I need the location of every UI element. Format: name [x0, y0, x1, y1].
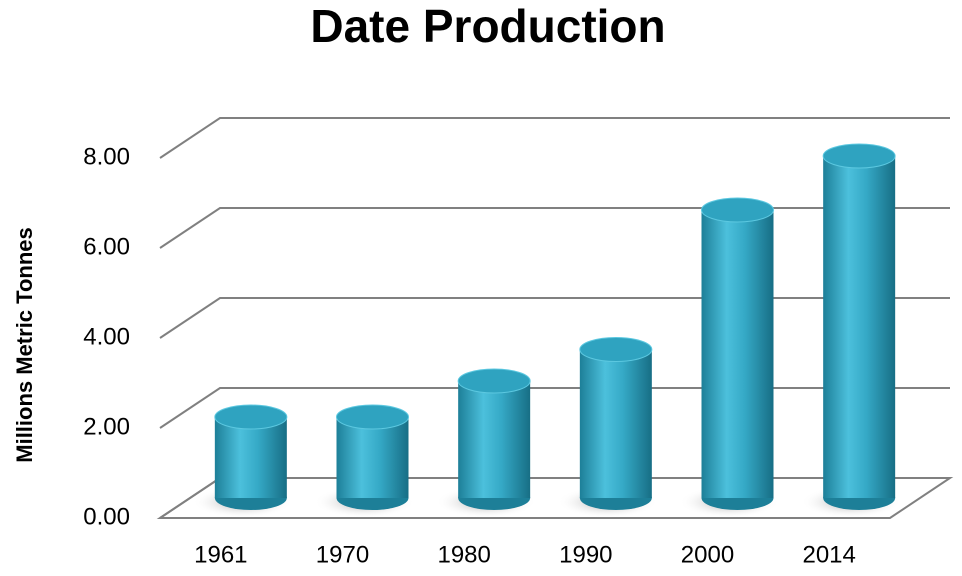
bar [701, 210, 774, 498]
chart-title: Date Production [310, 0, 665, 52]
bar [214, 417, 287, 498]
grid-line [159, 117, 950, 159]
bar-top [822, 143, 896, 169]
x-tick-label: 1980 [437, 541, 490, 568]
bar [458, 381, 531, 498]
bar-top [579, 337, 653, 362]
y-tick-label: 6.00 [83, 233, 130, 260]
bar [579, 349, 652, 498]
x-tick-label: 2000 [681, 541, 734, 568]
bar-top [701, 197, 774, 223]
x-tick-label: 1970 [316, 541, 369, 568]
y-tick-label: 2.00 [83, 413, 130, 440]
y-tick-label: 4.00 [83, 323, 130, 350]
bar-top [457, 368, 531, 394]
bar [336, 417, 409, 498]
y-tick-label: 0.00 [83, 503, 130, 530]
x-tick-label: 2014 [802, 541, 855, 568]
bar-top [336, 404, 409, 430]
bar [823, 156, 896, 498]
x-tick-label: 1961 [194, 541, 247, 568]
y-tick-label: 8.00 [83, 143, 130, 170]
bar-top [214, 404, 288, 430]
x-tick-label: 1990 [559, 541, 612, 568]
y-axis-label: Millions Metric Tonnes [12, 227, 37, 463]
